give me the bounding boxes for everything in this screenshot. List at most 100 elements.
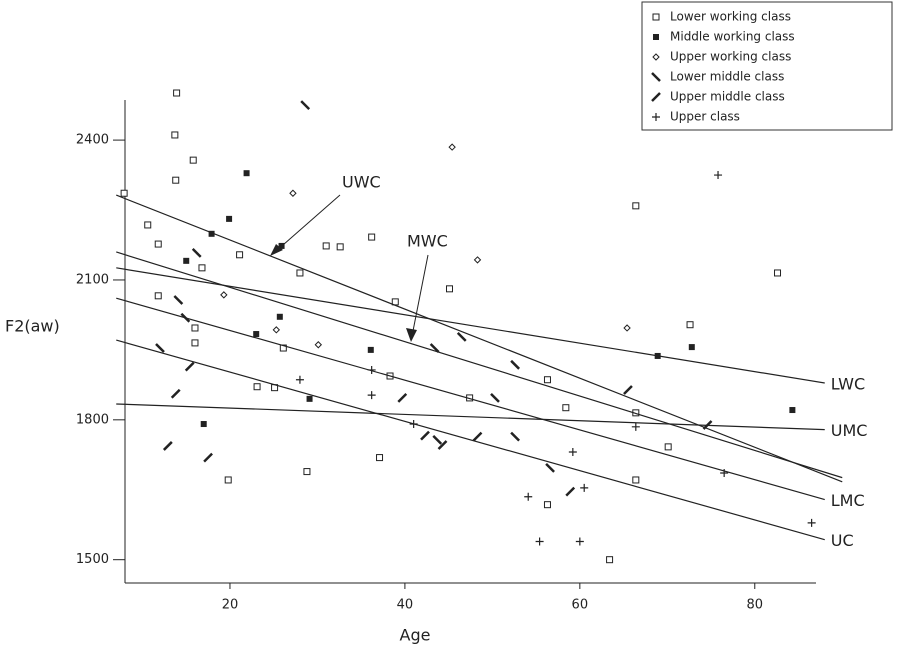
regression-line bbox=[116, 251, 843, 479]
marker bbox=[446, 285, 454, 293]
marker bbox=[191, 339, 199, 347]
marker bbox=[276, 313, 283, 320]
legend-box bbox=[641, 1, 893, 131]
marker bbox=[789, 407, 796, 414]
marker bbox=[144, 221, 152, 229]
x-axis-label: Age bbox=[400, 626, 431, 645]
marker bbox=[429, 343, 440, 353]
marker bbox=[300, 100, 311, 111]
marker bbox=[220, 291, 228, 299]
marker bbox=[170, 388, 181, 399]
regression-line bbox=[116, 267, 825, 384]
marker bbox=[200, 421, 207, 428]
marker bbox=[456, 331, 467, 342]
marker bbox=[623, 324, 631, 332]
marker bbox=[580, 483, 589, 492]
marker bbox=[632, 476, 640, 484]
marker bbox=[490, 393, 500, 403]
marker bbox=[303, 468, 311, 476]
marker bbox=[543, 376, 551, 384]
marker bbox=[191, 324, 199, 332]
marker bbox=[183, 257, 190, 264]
legend-label: Upper middle class bbox=[670, 90, 785, 104]
marker bbox=[664, 443, 672, 451]
y-tick-label: 2400 bbox=[76, 133, 109, 148]
marker bbox=[236, 251, 244, 259]
marker bbox=[652, 53, 660, 61]
marker bbox=[173, 295, 184, 305]
marker bbox=[606, 556, 614, 564]
marker bbox=[397, 393, 408, 403]
marker bbox=[568, 447, 577, 456]
marker bbox=[720, 468, 729, 477]
marker bbox=[243, 170, 250, 177]
marker bbox=[191, 248, 202, 258]
marker bbox=[155, 343, 165, 353]
marker bbox=[189, 156, 197, 164]
arrow-head bbox=[270, 244, 283, 256]
marker bbox=[253, 331, 260, 338]
legend-label: Lower middle class bbox=[670, 70, 784, 84]
marker bbox=[774, 269, 782, 277]
legend-label: Upper class bbox=[670, 110, 740, 124]
x-tick-label: 80 bbox=[746, 598, 763, 613]
marker bbox=[632, 202, 640, 210]
marker bbox=[432, 434, 443, 445]
line-label: UMC bbox=[831, 421, 868, 440]
marker bbox=[448, 143, 456, 151]
arrow bbox=[274, 194, 341, 253]
marker bbox=[437, 440, 448, 450]
marker bbox=[184, 361, 195, 372]
marker bbox=[224, 476, 232, 484]
marker bbox=[653, 34, 659, 40]
line-label: LMC bbox=[831, 491, 865, 510]
marker bbox=[543, 501, 551, 509]
marker bbox=[296, 269, 304, 277]
y-tick-label: 1500 bbox=[76, 552, 109, 567]
marker bbox=[154, 240, 162, 248]
line-label: UC bbox=[831, 531, 854, 550]
marker bbox=[631, 422, 640, 431]
marker bbox=[510, 359, 520, 370]
marker bbox=[367, 391, 376, 400]
marker bbox=[295, 375, 304, 384]
marker bbox=[154, 292, 162, 300]
x-tick-label: 40 bbox=[397, 598, 414, 613]
line-label: MWC bbox=[407, 232, 448, 251]
arrow bbox=[411, 254, 429, 337]
marker bbox=[472, 431, 483, 442]
marker bbox=[368, 233, 376, 241]
marker bbox=[314, 341, 323, 349]
line-label: LWC bbox=[831, 374, 865, 393]
marker bbox=[120, 189, 128, 197]
marker bbox=[272, 326, 281, 334]
regression-line bbox=[116, 297, 825, 501]
marker bbox=[306, 395, 313, 402]
marker bbox=[162, 441, 173, 451]
marker bbox=[226, 215, 233, 222]
marker bbox=[535, 537, 544, 546]
legend-label: Lower working class bbox=[670, 10, 791, 24]
legend-label: Middle working class bbox=[670, 30, 795, 44]
marker bbox=[688, 344, 695, 351]
marker bbox=[686, 321, 694, 329]
marker bbox=[623, 385, 633, 395]
marker bbox=[289, 189, 297, 197]
marker bbox=[171, 131, 179, 139]
marker bbox=[198, 264, 206, 272]
marker bbox=[565, 486, 576, 497]
line-label: UWC bbox=[342, 173, 381, 192]
regression-line bbox=[116, 339, 825, 541]
marker bbox=[172, 176, 180, 184]
marker bbox=[473, 256, 482, 264]
marker bbox=[208, 230, 215, 237]
marker bbox=[575, 537, 584, 546]
regression-line bbox=[116, 403, 825, 431]
marker bbox=[652, 13, 660, 21]
marker bbox=[524, 492, 533, 501]
legend-label: Upper working class bbox=[670, 50, 791, 64]
marker bbox=[173, 89, 181, 97]
marker bbox=[714, 171, 723, 180]
marker bbox=[253, 383, 261, 391]
